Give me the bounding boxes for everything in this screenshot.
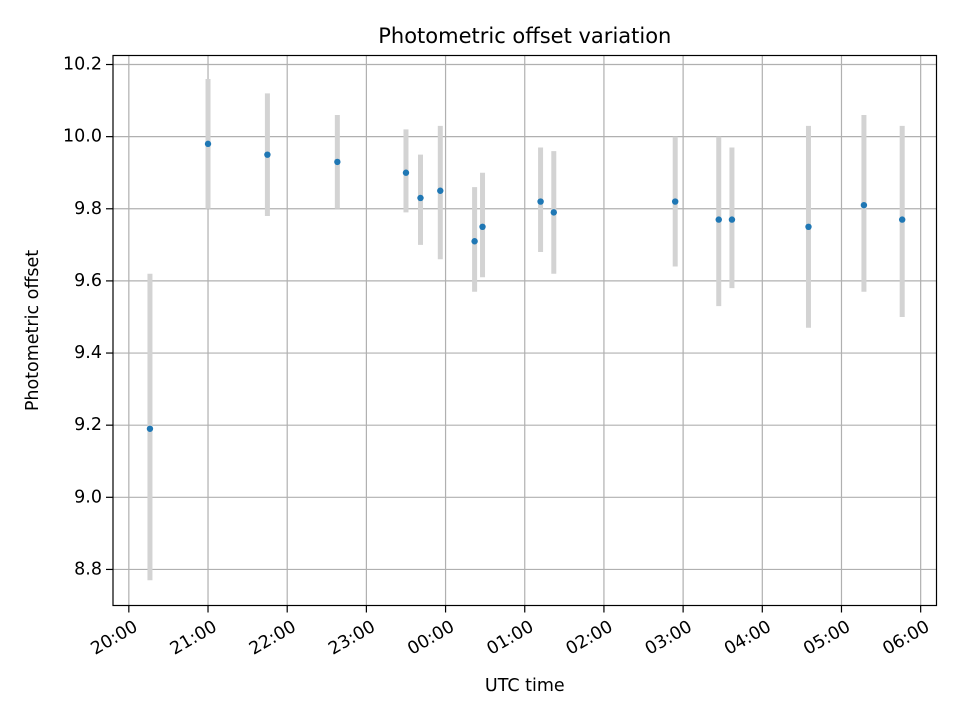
data-point [898,216,906,223]
y-tick-label: 8.8 [74,559,102,579]
grid [113,55,937,606]
data-point [805,223,812,231]
data-point [437,187,444,194]
data-point [479,223,486,231]
y-tick-label: 10.2 [63,55,102,75]
data-point [860,201,868,209]
y-axis-ticks: 8.8 9.0 9.2 9.4 9.6 9.8 10.0 10.2 [63,55,113,579]
data-point [146,425,154,432]
data-point [417,194,424,202]
data-point [715,216,722,223]
y-tick-label: 9.4 [74,343,102,363]
data-points [146,140,906,432]
data-point [537,198,544,205]
chart-title: Photometric offset variation [378,24,671,48]
data-point [334,158,341,166]
data-point [671,198,679,205]
data-point [550,209,557,216]
y-axis-label: Photometric offset [23,250,43,411]
data-point [264,151,271,158]
y-tick-label: 9.6 [74,271,102,291]
data-point [402,169,410,176]
x-axis-label: UTC time [485,676,565,696]
data-point [204,140,212,148]
y-tick-label: 9.0 [74,487,102,507]
data-point [728,216,736,223]
y-tick-label: 9.8 [74,199,102,219]
y-tick-label: 10.0 [63,127,102,147]
data-point [471,238,478,245]
y-tick-label: 9.2 [74,415,102,435]
